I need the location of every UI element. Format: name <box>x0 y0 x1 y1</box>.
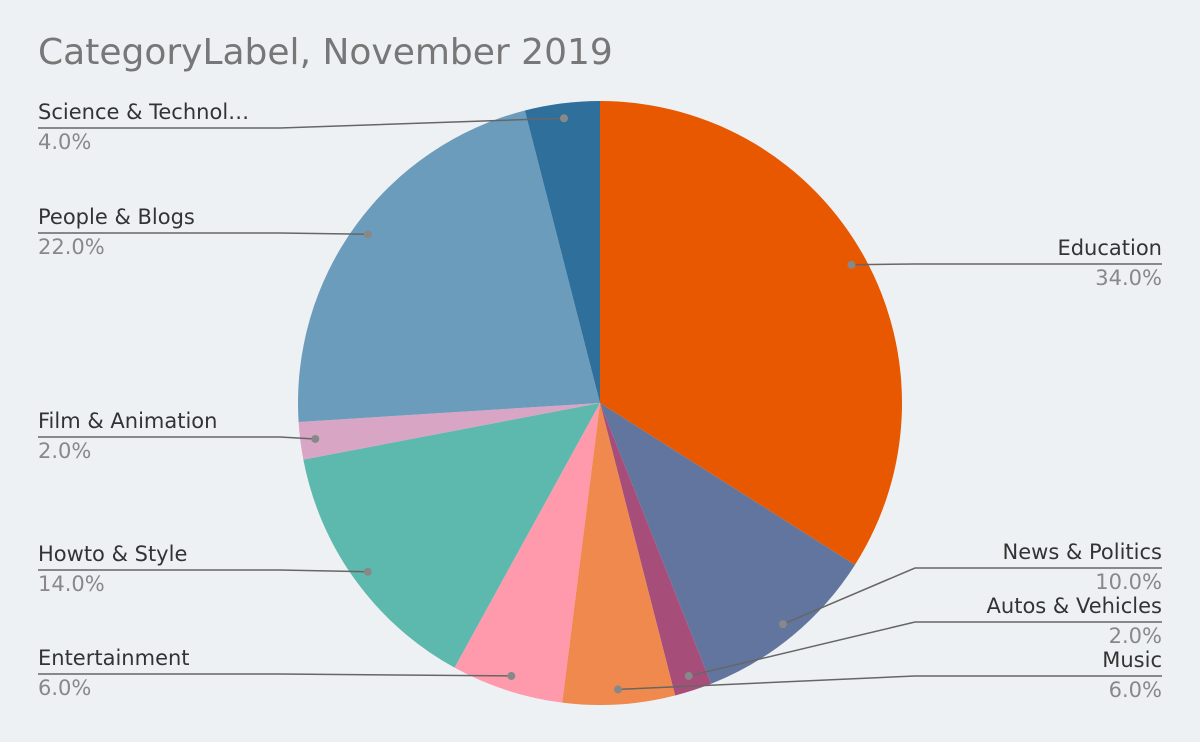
slice-label: Film & Animation <box>38 409 217 433</box>
leader-line <box>38 436 316 440</box>
leader-dot <box>507 671 516 680</box>
leader-line <box>38 673 512 677</box>
slice-label: Music <box>1102 648 1162 672</box>
slice-value: 6.0% <box>1109 678 1162 702</box>
pie-slice <box>454 403 600 703</box>
slice-label: Science & Technol… <box>38 100 249 124</box>
slice-label: News & Politics <box>1003 540 1162 564</box>
pie-slice <box>600 403 712 696</box>
leader-dot <box>363 567 372 576</box>
leader-dot <box>560 114 569 123</box>
leader-line <box>851 263 1162 266</box>
slice-label: Autos & Vehicles <box>987 594 1162 618</box>
leader-line <box>38 569 368 573</box>
leader-dot <box>614 685 623 694</box>
leader-line <box>688 621 1162 677</box>
leader-line <box>617 675 1162 691</box>
chart-title: CategoryLabel, November 2019 <box>38 32 613 73</box>
leader-dot <box>778 620 787 629</box>
pie-slice <box>600 403 855 684</box>
slice-value: 14.0% <box>38 572 105 596</box>
leader-line <box>782 567 1162 625</box>
slice-value: 34.0% <box>1095 266 1162 290</box>
pie-slice <box>298 403 600 460</box>
leader-dot <box>684 671 693 680</box>
slice-value: 4.0% <box>38 130 91 154</box>
slice-value: 2.0% <box>38 439 91 463</box>
leader-dot <box>847 260 856 269</box>
pie-slice <box>562 403 676 705</box>
pie-slice <box>298 110 600 422</box>
slice-value: 6.0% <box>38 676 91 700</box>
leader-dot <box>363 230 372 239</box>
pie-slice <box>303 403 600 668</box>
slice-label: Entertainment <box>38 646 190 670</box>
slice-value: 22.0% <box>38 235 105 259</box>
slice-label: People & Blogs <box>38 205 195 229</box>
slice-value: 2.0% <box>1109 624 1162 648</box>
pie-slice <box>600 101 903 565</box>
slice-value: 10.0% <box>1095 570 1162 594</box>
pie-slice <box>524 101 600 403</box>
leader-line <box>38 117 565 129</box>
leader-line <box>38 232 368 236</box>
slice-label: Howto & Style <box>38 542 187 566</box>
leader-dot <box>311 434 320 443</box>
slice-label: Education <box>1057 236 1162 260</box>
